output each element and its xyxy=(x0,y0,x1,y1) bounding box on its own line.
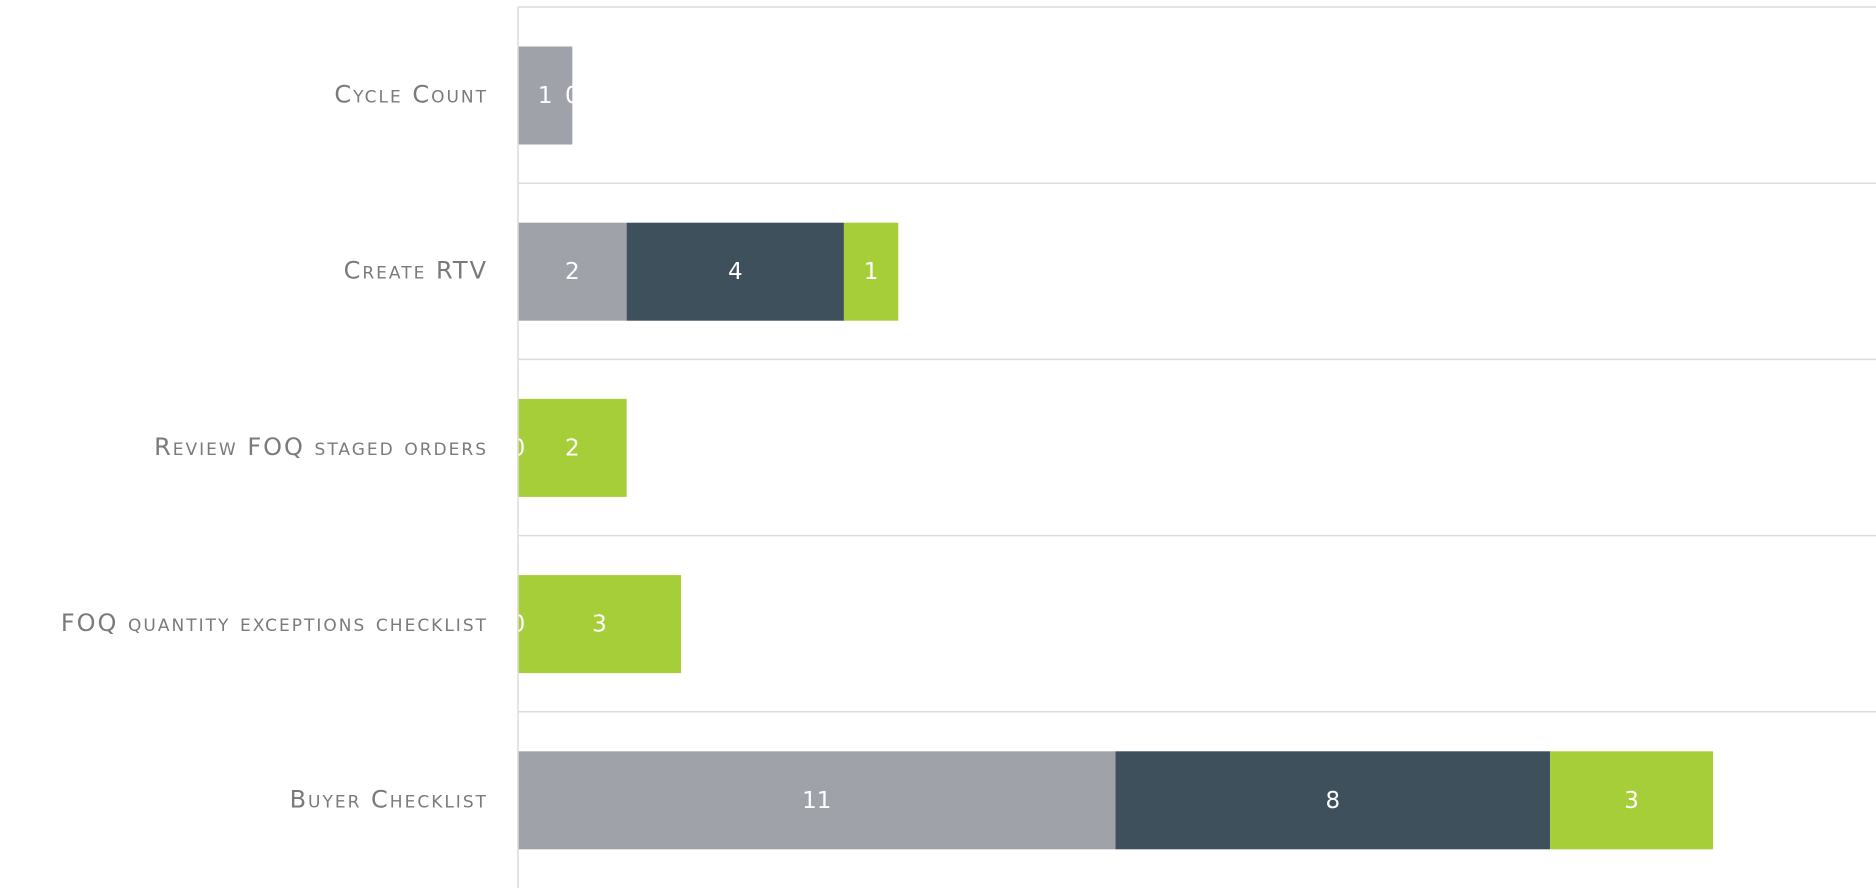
bar-segment xyxy=(626,222,844,321)
bars xyxy=(518,46,1714,850)
bar-segment xyxy=(518,398,627,497)
bar-segment xyxy=(518,575,681,674)
value-labels: 1 02 4 10 20 311 8 3 xyxy=(511,83,1639,814)
value-label: 0 xyxy=(511,435,526,461)
category-labels: Cycle Count Create RTV Review FOQ staged o… xyxy=(61,81,488,814)
value-label: 8 xyxy=(1325,788,1340,814)
value-label: 1 xyxy=(864,259,879,285)
bar-segment xyxy=(1550,751,1714,850)
bar-segment xyxy=(518,46,573,145)
value-label: 11 xyxy=(802,788,831,814)
value-label: 0 xyxy=(511,612,526,638)
value-label: 2 xyxy=(565,259,580,285)
bar-segment xyxy=(518,222,627,321)
value-label: 0 xyxy=(565,83,580,109)
category-label: FOQ quantity exceptions checklist xyxy=(61,609,488,637)
bar-segment xyxy=(518,751,1116,850)
value-label: 3 xyxy=(1624,788,1639,814)
category-label: Cycle Count xyxy=(334,81,488,109)
value-label: 1 xyxy=(538,83,553,109)
value-label: 3 xyxy=(592,612,607,638)
category-label: Create RTV xyxy=(344,257,488,285)
value-label: 4 xyxy=(728,259,743,285)
category-label: Buyer Checklist xyxy=(290,785,488,813)
category-label: Review FOQ staged orders xyxy=(154,433,488,461)
row-separators xyxy=(518,6,1876,713)
bar-segment xyxy=(1115,751,1551,850)
value-label: 2 xyxy=(565,435,580,461)
bar-segment xyxy=(843,222,899,321)
